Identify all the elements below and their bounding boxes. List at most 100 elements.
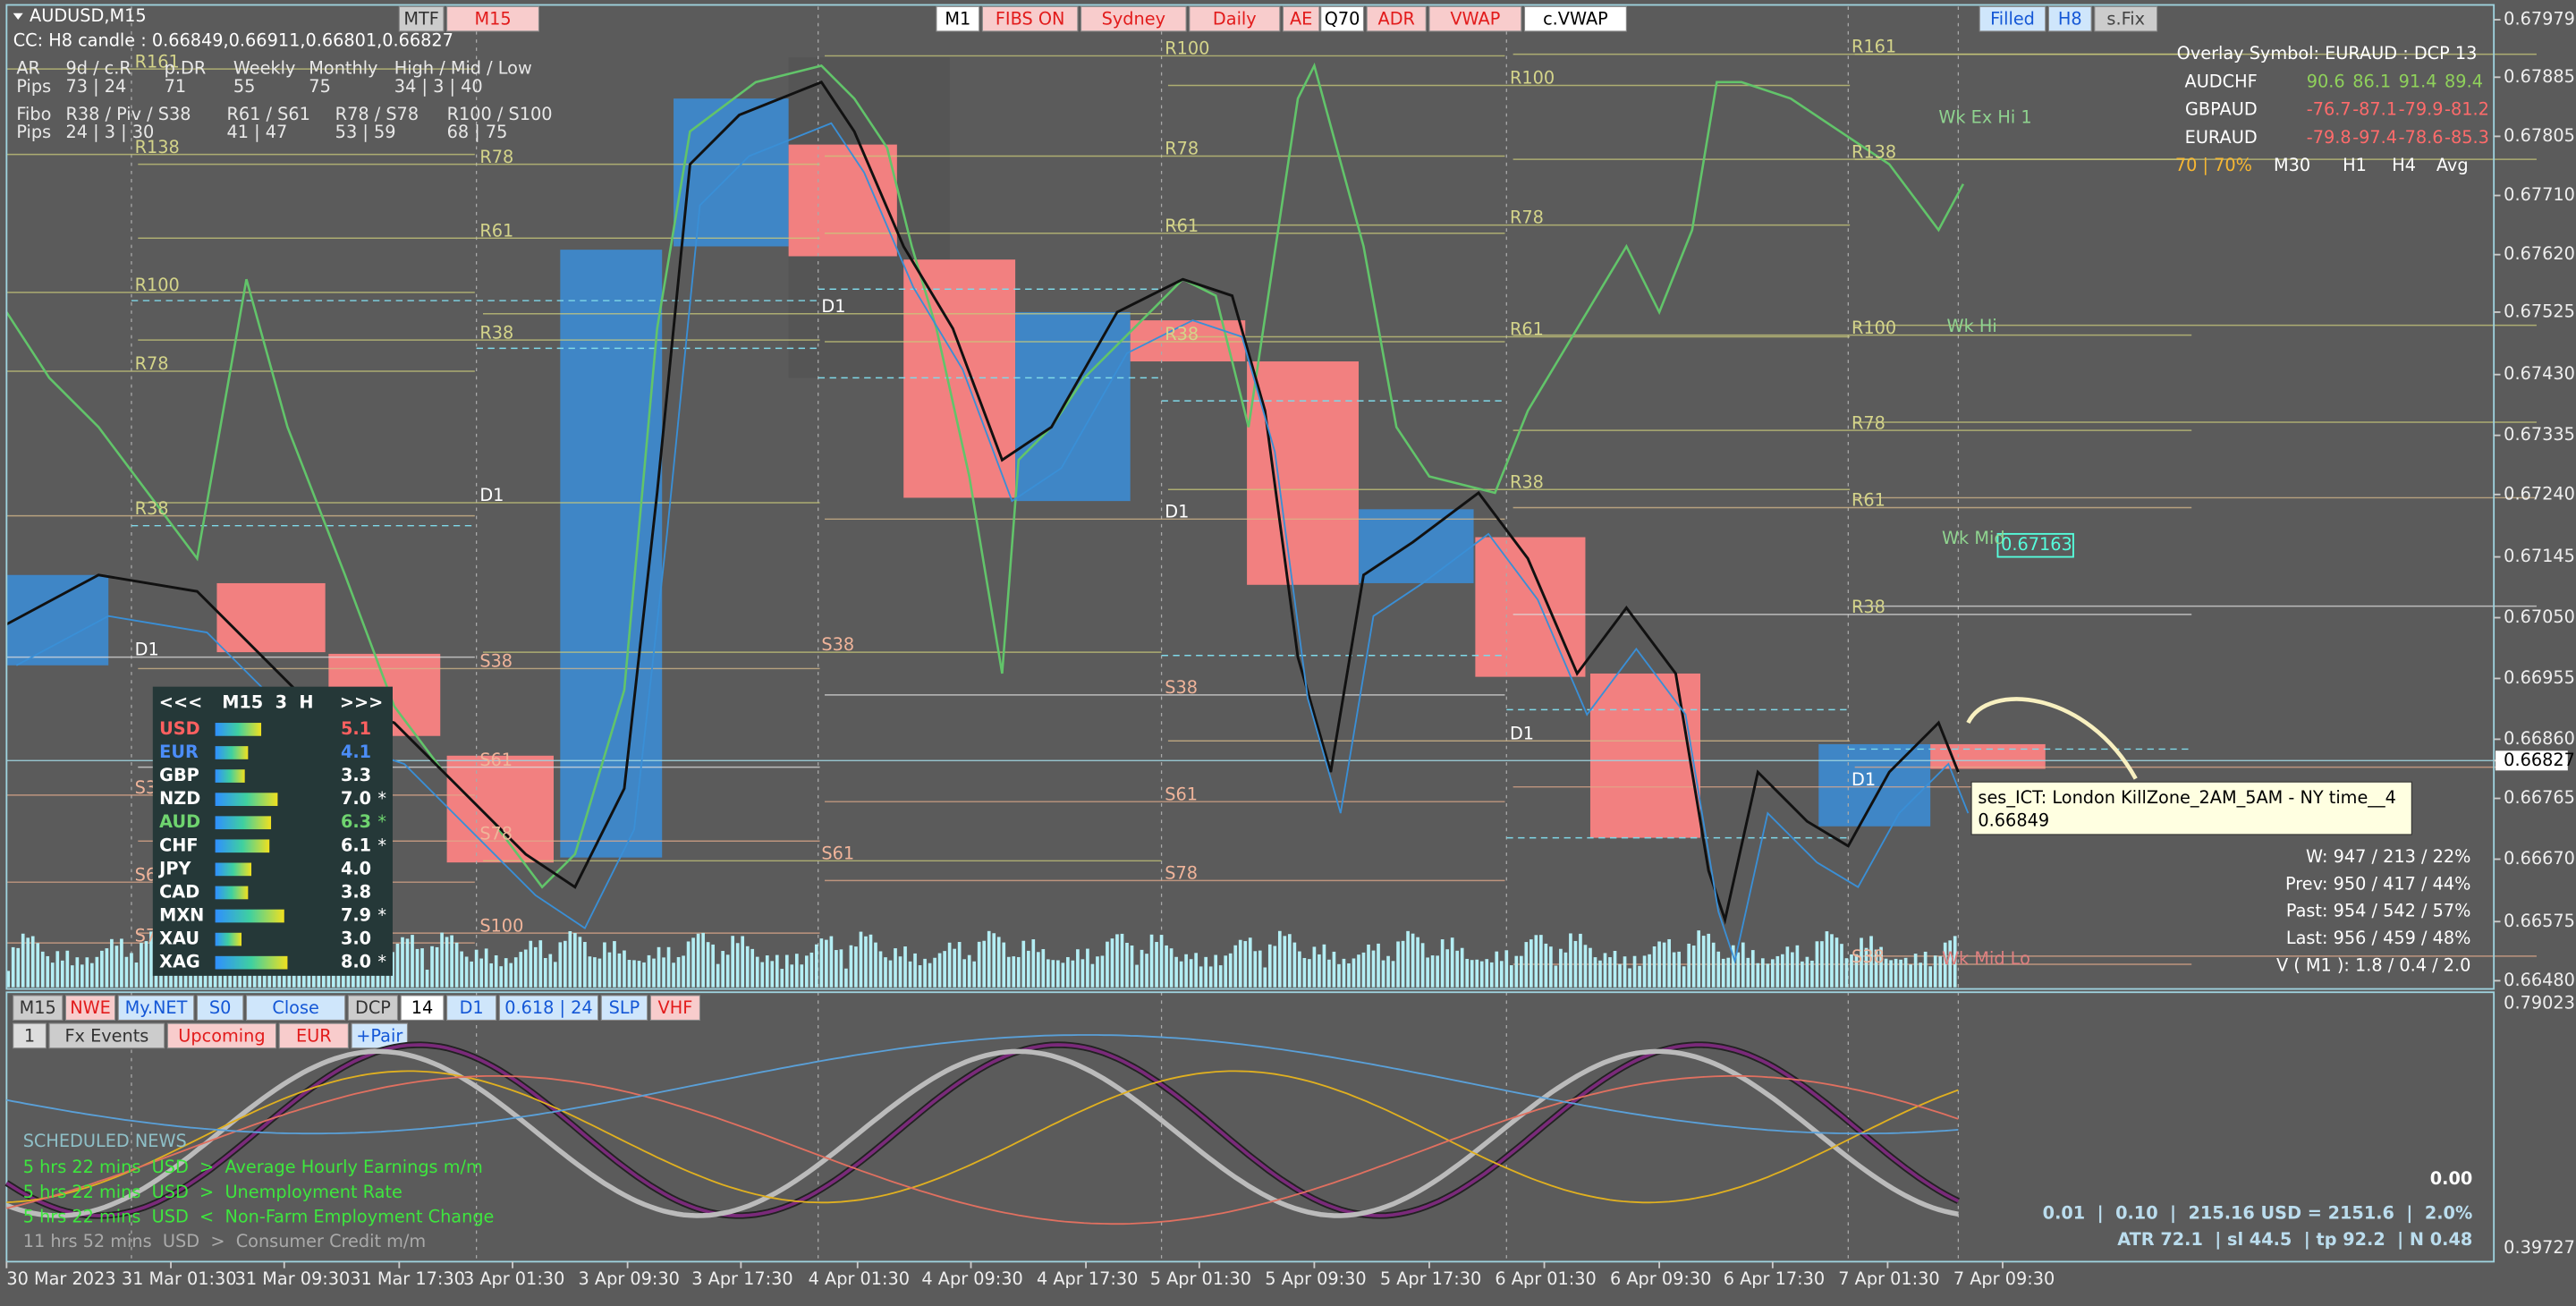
volume-bar bbox=[1006, 956, 1011, 988]
volume-bar bbox=[1479, 961, 1484, 988]
toolbar-button[interactable] bbox=[1523, 5, 1627, 32]
toolbar-button[interactable] bbox=[1979, 5, 2046, 32]
volume-bar bbox=[1174, 956, 1178, 988]
volume-bar bbox=[1258, 950, 1262, 988]
panel-button[interactable] bbox=[278, 1022, 349, 1049]
toolbar-button[interactable] bbox=[446, 5, 539, 32]
panel-button[interactable] bbox=[347, 995, 399, 1022]
level-label: R78 bbox=[1852, 412, 1885, 433]
panel-button[interactable] bbox=[446, 995, 497, 1022]
volume-bar bbox=[1377, 943, 1380, 988]
panel-button[interactable] bbox=[117, 995, 195, 1022]
volume-bar bbox=[40, 951, 45, 988]
volume-bar bbox=[1530, 939, 1533, 988]
strength-flag: * bbox=[377, 788, 386, 809]
volume-bar bbox=[1130, 946, 1134, 988]
volume-bar bbox=[1086, 948, 1089, 988]
volume-bar bbox=[1002, 942, 1006, 988]
panel-header: >>> bbox=[340, 692, 383, 713]
toolbar-button[interactable] bbox=[1366, 5, 1427, 32]
volume-bar bbox=[1485, 959, 1489, 988]
volume-bar bbox=[124, 956, 129, 988]
strength-bar bbox=[215, 793, 278, 806]
volume-bar bbox=[1642, 955, 1647, 988]
panel-button[interactable] bbox=[64, 995, 116, 1022]
volume-bar bbox=[1805, 956, 1809, 988]
volume-bar bbox=[1860, 937, 1863, 988]
panel-button[interactable] bbox=[498, 995, 599, 1022]
toolbar-button[interactable] bbox=[1428, 5, 1522, 32]
volume-bar bbox=[401, 937, 404, 988]
panel-button[interactable] bbox=[48, 1022, 165, 1049]
price-label: 0.67430 bbox=[2504, 363, 2575, 384]
currency: CHF bbox=[159, 835, 198, 855]
volume-bar bbox=[1563, 952, 1568, 988]
level-label: R38 bbox=[479, 322, 513, 343]
panel-button[interactable] bbox=[13, 1022, 47, 1049]
toolbar-button-label: VWAP bbox=[1450, 9, 1500, 30]
volume-bar bbox=[765, 955, 769, 988]
toolbar-button[interactable] bbox=[1320, 5, 1365, 32]
strength-bar bbox=[215, 862, 252, 877]
panel-button[interactable] bbox=[13, 995, 64, 1022]
overlay-cell: EURAUD bbox=[2185, 127, 2258, 148]
volume-bar bbox=[1046, 959, 1050, 988]
volume-bar bbox=[583, 942, 587, 988]
level-label: D1 bbox=[135, 640, 159, 660]
volume-bar bbox=[750, 948, 755, 988]
toolbar-button[interactable] bbox=[1080, 5, 1187, 32]
volume-bar bbox=[1386, 955, 1390, 988]
volume-bar bbox=[70, 965, 74, 988]
volume-bar bbox=[716, 963, 720, 988]
volume-bar bbox=[790, 964, 794, 988]
volume-bar bbox=[1332, 951, 1336, 988]
price-line bbox=[5, 81, 1960, 925]
volume-bar bbox=[548, 954, 553, 988]
volume-bar bbox=[411, 935, 414, 988]
risk-line: ATR 72.1 | sl 44.5 | tp 92.2 | N 0.48 bbox=[2117, 1229, 2472, 1250]
volume-bar bbox=[120, 938, 123, 988]
volume-bar bbox=[130, 953, 133, 988]
volume-bar bbox=[1110, 938, 1114, 988]
volume-bar bbox=[450, 935, 453, 988]
volume-bar bbox=[1298, 951, 1301, 988]
volume-bar bbox=[662, 957, 665, 988]
panel-button[interactable] bbox=[196, 995, 244, 1022]
panel-button[interactable] bbox=[600, 995, 648, 1022]
session-stat: Last: 956 / 459 / 48% bbox=[2286, 928, 2471, 948]
panel-button[interactable] bbox=[166, 1022, 277, 1049]
volume-bar bbox=[1589, 947, 1592, 988]
strength-bar bbox=[215, 932, 242, 946]
toolbar-button[interactable] bbox=[398, 5, 445, 32]
volume-bar bbox=[1746, 957, 1750, 988]
volume-bar bbox=[420, 948, 424, 988]
volume-bar bbox=[1711, 942, 1716, 988]
dropdown-icon[interactable] bbox=[13, 13, 23, 21]
toolbar-button[interactable] bbox=[2047, 5, 2092, 32]
volume-bar bbox=[95, 956, 99, 988]
volume-bar bbox=[908, 961, 912, 988]
volume-bar bbox=[460, 951, 463, 988]
toolbar-button[interactable] bbox=[1189, 5, 1281, 32]
volume-bar bbox=[1120, 933, 1124, 988]
panel-button[interactable] bbox=[649, 995, 700, 1022]
toolbar-button[interactable] bbox=[981, 5, 1079, 32]
volume-bar bbox=[731, 936, 735, 988]
toolbar-button[interactable] bbox=[936, 5, 980, 32]
toolbar-button[interactable] bbox=[1282, 5, 1320, 32]
volume-bar bbox=[854, 946, 858, 988]
price-label: 0.66827 bbox=[2504, 750, 2575, 770]
volume-bar bbox=[1322, 944, 1326, 988]
toolbar-button-label: c.VWAP bbox=[1543, 9, 1608, 30]
panel-button-label: S0 bbox=[209, 997, 232, 1018]
level-label: D1 bbox=[821, 296, 845, 317]
volume-bar bbox=[1426, 957, 1429, 988]
tooltip bbox=[1970, 781, 2412, 835]
overlay-footer: H1 bbox=[2343, 155, 2367, 175]
toolbar-button[interactable] bbox=[2094, 5, 2158, 32]
volume-bar bbox=[1726, 957, 1731, 988]
panel-button[interactable] bbox=[400, 995, 445, 1022]
volume-bar bbox=[529, 940, 533, 988]
level-label: D1 bbox=[1510, 723, 1534, 743]
panel-button[interactable] bbox=[245, 995, 346, 1022]
